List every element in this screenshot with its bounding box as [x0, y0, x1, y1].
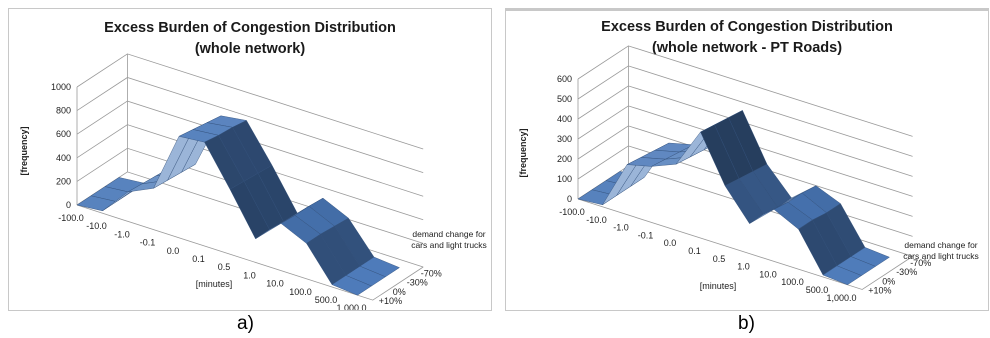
- z-tick-label: +10%: [868, 285, 891, 295]
- x-tick-label: -0.1: [140, 238, 156, 248]
- x-tick-label: 1,000.0: [336, 303, 366, 310]
- x-tick-label: 0.5: [218, 262, 231, 272]
- y-tick-label: 100: [557, 174, 572, 184]
- z-tick-label: +10%: [379, 296, 402, 306]
- surface-facet: [822, 265, 862, 286]
- x-tick-label: -100.0: [58, 213, 84, 223]
- z-tick-label: -70%: [910, 258, 931, 268]
- x-tick-label: -10.0: [586, 215, 607, 225]
- x-tick-label: 0.1: [192, 254, 205, 264]
- x-tick-label: 10.0: [759, 269, 777, 279]
- x-tick-label: 0.5: [713, 254, 726, 264]
- x-tick-label: -1.0: [613, 223, 629, 233]
- x-tick-label: -1.0: [114, 229, 130, 239]
- x-tick-label: 0.1: [688, 246, 701, 256]
- z-tick-label: -30%: [407, 278, 428, 288]
- x-tick-label: -10.0: [86, 221, 107, 231]
- chart-subtitle: (whole network): [194, 41, 306, 57]
- z-tick-label: 0%: [393, 287, 406, 297]
- caption-b: b): [738, 313, 755, 334]
- z-tick-label: 0%: [882, 276, 895, 286]
- y-tick-label: 800: [56, 106, 71, 116]
- x-tick-label: 500.0: [806, 285, 829, 295]
- z-axis-title: demand change for cars and light trucks: [903, 240, 979, 261]
- x-axis-title: [minutes]: [700, 281, 737, 291]
- chart-subtitle: (whole network - PT Roads): [651, 40, 843, 56]
- y-tick-label: 200: [557, 154, 572, 164]
- y-tick-label: 400: [56, 153, 71, 163]
- z-axis-title: demand change for cars and light trucks: [411, 229, 487, 250]
- x-tick-label: 0.0: [664, 238, 677, 248]
- surface-chart-b: 0 100 200 300 400 500 600 [frequency] -100.0-10.…: [518, 45, 979, 303]
- y-axis-title: [frequency]: [518, 128, 528, 177]
- x-tick-label: 100.0: [781, 277, 804, 287]
- x-tick-label: 1,000.0: [826, 293, 856, 303]
- y-tick-label: 0: [66, 200, 71, 210]
- x-tick-label: 1.0: [243, 270, 256, 280]
- surface-chart-a: 02004006008001000[frequency]-100.0-10.0-…: [19, 53, 487, 310]
- x-axis-title: [minutes]: [196, 279, 233, 289]
- y-tick-label: 0: [567, 194, 572, 204]
- y-tick-label: 300: [557, 134, 572, 144]
- z-tick-label: -30%: [896, 267, 917, 277]
- x-tick-label: -0.1: [638, 230, 654, 240]
- floor-edge: [577, 198, 913, 290]
- y-tick-label: 400: [557, 114, 572, 124]
- caption-a: a): [237, 313, 254, 334]
- x-tick-label: 1.0: [737, 262, 750, 272]
- x-tick-label: -100.0: [559, 207, 585, 217]
- y-tick-label: 600: [56, 129, 71, 139]
- chart-title: Excess Burden of Congestion Distribution: [104, 20, 396, 36]
- x-tick-label: 500.0: [315, 295, 338, 305]
- floor-edge: [76, 204, 424, 301]
- chart-panel-b: Excess Burden of Congestion Distribution…: [505, 8, 989, 311]
- chart-title: Excess Burden of Congestion Distribution: [601, 19, 893, 35]
- y-axis-title: [frequency]: [19, 126, 29, 175]
- x-tick-label: 0.0: [167, 246, 180, 256]
- y-tick-label: 200: [56, 176, 71, 186]
- y-tick-label: 600: [557, 74, 572, 84]
- x-tick-label: 100.0: [289, 287, 312, 297]
- z-tick-label: -70%: [421, 269, 442, 279]
- x-tick-label: 10.0: [266, 279, 284, 289]
- y-tick-label: 500: [557, 94, 572, 104]
- surface-facet: [331, 275, 372, 296]
- y-tick-label: 1000: [51, 82, 71, 92]
- chart-panel-a: Excess Burden of Congestion Distribution…: [8, 8, 492, 311]
